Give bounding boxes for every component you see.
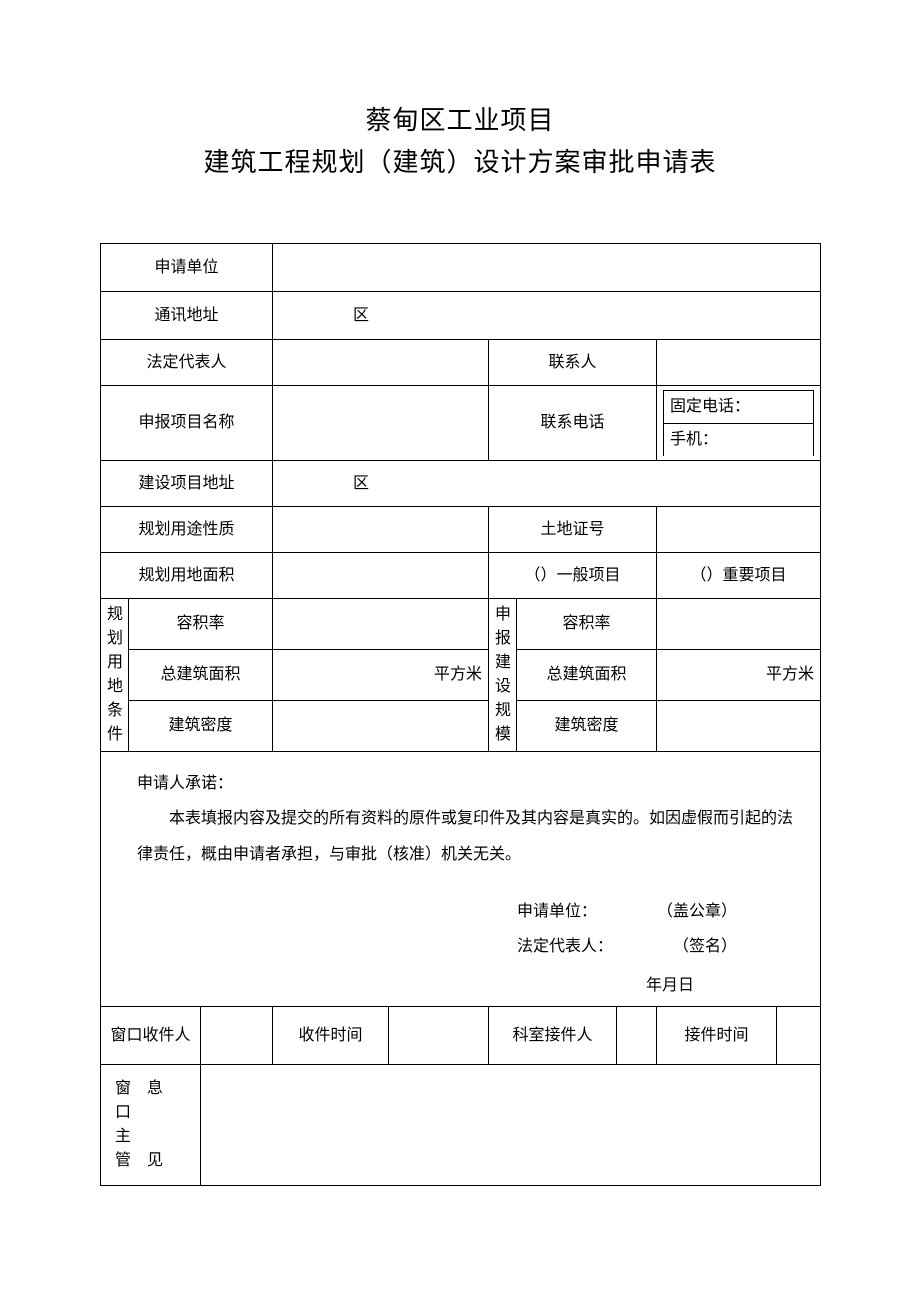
field-proj-normal[interactable]: （）一般项目 [489, 553, 657, 599]
field-contact-person[interactable] [657, 340, 821, 386]
label-density: 建筑密度 [129, 701, 273, 752]
signature-rep-line: 法定代表人： （签名） [137, 929, 798, 964]
field-total-area2[interactable]: 平方米 [657, 650, 821, 701]
label-project-name: 申报项目名称 [101, 386, 273, 461]
title-line-1: 蔡甸区工业项目 [100, 100, 820, 142]
field-land-use-nature[interactable] [273, 507, 489, 553]
label-plan-cond: 规划用地条件 [101, 599, 129, 752]
label-receive-time: 收件时间 [273, 1007, 389, 1065]
field-accept-time[interactable] [777, 1007, 821, 1065]
label-land-use-nature: 规划用途性质 [101, 507, 273, 553]
field-applicant-unit[interactable] [273, 244, 821, 292]
field-land-area[interactable] [273, 553, 489, 599]
field-fixed-phone[interactable]: 固定电话： [664, 391, 814, 424]
commitment-head: 申请人承诺： [137, 766, 798, 801]
label-land-area: 规划用地面积 [101, 553, 273, 599]
field-density[interactable] [273, 701, 489, 752]
application-form-table: 申请单位 通讯地址 区 法定代表人 联系人 申报项目名称 联系电话 固定电话： … [100, 243, 821, 1186]
label-project-addr: 建设项目地址 [101, 461, 273, 507]
field-opinion[interactable] [201, 1065, 821, 1186]
label-accept-time: 接件时间 [657, 1007, 777, 1065]
label-contact-person: 联系人 [489, 340, 657, 386]
label-address: 通讯地址 [101, 292, 273, 340]
field-mobile-phone[interactable]: 手机： [664, 424, 814, 457]
field-proj-important[interactable]: （）重要项目 [657, 553, 821, 599]
title-line-2: 建筑工程规划（建筑）设计方案审批申请表 [100, 142, 820, 184]
field-receive-time[interactable] [389, 1007, 489, 1065]
field-ratio[interactable] [273, 599, 489, 650]
field-density2[interactable] [657, 701, 821, 752]
label-legal-rep: 法定代表人 [101, 340, 273, 386]
label-ratio2: 容积率 [517, 599, 657, 650]
label-dept-receiver: 科室接件人 [489, 1007, 617, 1065]
field-contact-phone: 固定电话： 手机： [657, 386, 821, 461]
sig-rep-label: 法定代表人： [517, 929, 613, 964]
signature-unit-line: 申请单位： （盖公章） [137, 894, 798, 929]
field-project-name[interactable] [273, 386, 489, 461]
field-window-receiver[interactable] [201, 1007, 273, 1065]
label-land-cert-no: 土地证号 [489, 507, 657, 553]
label-contact-phone: 联系电话 [489, 386, 657, 461]
label-total-area2: 总建筑面积 [517, 650, 657, 701]
sig-unit-seal: （盖公章） [657, 894, 737, 929]
label-window-receiver: 窗口收件人 [101, 1007, 201, 1065]
label-total-area: 总建筑面积 [129, 650, 273, 701]
commitment-body: 本表填报内容及提交的所有资料的原件或复印件及其内容是真实的。如因虚假而引起的法律… [137, 801, 798, 871]
field-ratio2[interactable] [657, 599, 821, 650]
label-opinion: 窗 息口主管 见 [101, 1065, 201, 1186]
label-ratio: 容积率 [129, 599, 273, 650]
sig-rep-sign: （签名） [673, 929, 737, 964]
field-address[interactable]: 区 [273, 292, 821, 340]
field-dept-receiver[interactable] [617, 1007, 657, 1065]
label-density2: 建筑密度 [517, 701, 657, 752]
label-build-scale: 申报建设规模 [489, 599, 517, 752]
field-legal-rep[interactable] [273, 340, 489, 386]
field-land-cert-no[interactable] [657, 507, 821, 553]
label-applicant-unit: 申请单位 [101, 244, 273, 292]
document-title: 蔡甸区工业项目 建筑工程规划（建筑）设计方案审批申请表 [100, 100, 820, 183]
field-project-addr[interactable]: 区 [273, 461, 821, 507]
commitment-block: 申请人承诺： 本表填报内容及提交的所有资料的原件或复印件及其内容是真实的。如因虚… [101, 752, 821, 1007]
sig-unit-label: 申请单位： [517, 894, 597, 929]
commitment-date: 年月日 [107, 970, 814, 1002]
field-total-area[interactable]: 平方米 [273, 650, 489, 701]
